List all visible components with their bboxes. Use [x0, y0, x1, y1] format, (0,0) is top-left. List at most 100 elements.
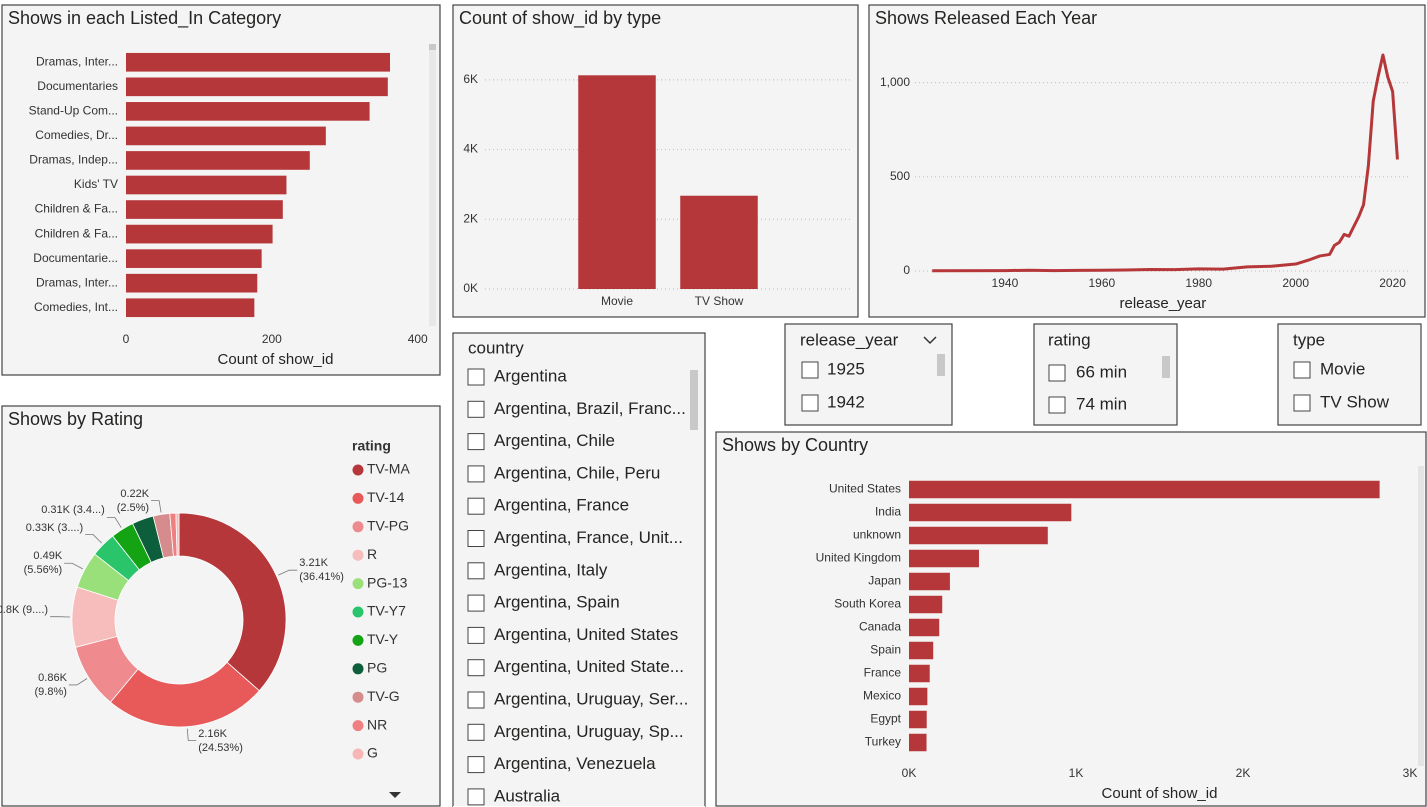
x-axis-title: Count of show_id — [218, 351, 334, 368]
checkbox[interactable] — [467, 400, 485, 418]
checkbox[interactable] — [801, 394, 819, 412]
checkbox[interactable] — [467, 756, 485, 774]
legend-label: R — [367, 546, 377, 562]
data-label: 0.31K (3.4...) — [41, 504, 105, 517]
bar — [126, 102, 370, 121]
slicer-item[interactable]: TV Show — [1320, 392, 1390, 411]
checkbox[interactable] — [801, 361, 819, 379]
scrollbar-thumb — [937, 354, 945, 376]
bar — [126, 151, 310, 170]
checkbox[interactable] — [467, 626, 485, 644]
y-tick-label: 2K — [463, 211, 478, 225]
legend-label: TV-14 — [367, 489, 405, 505]
bar — [909, 595, 943, 614]
category-label: Turkey — [865, 735, 901, 749]
bar — [909, 503, 1072, 522]
category-label: Comedies, Int... — [34, 300, 118, 314]
slicer-item[interactable]: Argentina, Italy — [494, 560, 608, 579]
slicer-item[interactable]: 66 min — [1076, 362, 1127, 381]
bar — [126, 224, 273, 244]
slicer-item[interactable]: Argentina, France — [494, 496, 629, 515]
legend-swatch — [352, 691, 364, 703]
checkbox[interactable] — [1293, 394, 1311, 412]
slicer-item[interactable]: Movie — [1320, 359, 1365, 378]
checkbox[interactable] — [467, 368, 485, 386]
y-tick-label: 4K — [463, 142, 478, 156]
slicer-item[interactable]: Argentina, Chile, Peru — [494, 463, 660, 482]
bar — [126, 200, 283, 219]
slicer-item[interactable]: Argentina, Brazil, Franc... — [494, 399, 686, 418]
slicer-item[interactable]: Argentina — [494, 366, 567, 385]
slicer-item[interactable]: Argentina, Venezuela — [494, 754, 656, 773]
y-tick-label: 1,000 — [880, 75, 910, 89]
checkbox[interactable] — [1048, 364, 1066, 382]
slicer-item[interactable]: Argentina, Chile — [494, 431, 615, 450]
category-label: Kids' TV — [74, 177, 118, 191]
legend-swatch — [352, 606, 364, 618]
panel — [868, 4, 1426, 318]
legend-swatch — [352, 492, 364, 504]
checkbox[interactable] — [467, 562, 485, 580]
category-label: Dramas, Inter... — [36, 54, 118, 68]
checkbox[interactable] — [1293, 361, 1311, 379]
slicer-item[interactable]: 1942 — [827, 392, 865, 411]
slicer-title: release_year — [800, 330, 899, 349]
legend-label: G — [367, 745, 378, 761]
legend-swatch — [352, 634, 364, 646]
checkbox[interactable] — [467, 465, 485, 483]
scrollbar-thumb — [1162, 356, 1170, 378]
category-label: United States — [829, 482, 901, 496]
slicer-item[interactable]: Argentina, Uruguay, Sp... — [494, 722, 684, 741]
slicer-item[interactable]: Australia — [494, 786, 561, 805]
chart-title: Shows in each Listed_In Category — [8, 8, 281, 29]
data-label: 0.8K (9....) — [0, 603, 49, 616]
dropdown-chevron[interactable] — [923, 336, 937, 345]
checkbox[interactable] — [467, 530, 485, 547]
chart-title: Shows by Country — [722, 435, 868, 455]
checkbox[interactable] — [467, 497, 485, 515]
category-label: South Korea — [834, 597, 901, 611]
slicer-item[interactable]: 1925 — [827, 359, 865, 378]
leader-line — [186, 728, 197, 742]
bar — [126, 52, 390, 72]
slicer-item[interactable]: Argentina, Uruguay, Ser... — [494, 689, 688, 708]
x-tick-label: 1940 — [992, 276, 1019, 290]
chart-title: Shows by Rating — [8, 409, 143, 429]
bar — [126, 175, 287, 195]
x-tick-label: 3K — [1403, 766, 1418, 780]
legend-label: PG-13 — [367, 574, 408, 590]
checkbox[interactable] — [467, 433, 485, 451]
scrollbar-thumb — [429, 44, 436, 50]
checkbox[interactable] — [1048, 396, 1066, 414]
leader-line — [85, 534, 103, 544]
data-label: 0.33K (3....) — [25, 521, 84, 534]
checkbox[interactable] — [467, 659, 485, 677]
bar — [909, 618, 940, 637]
slice — [109, 661, 260, 728]
x-tick-label: Movie — [601, 294, 633, 308]
x-axis-title: Count of show_id — [1102, 785, 1218, 802]
x-tick-label: 0 — [123, 332, 130, 346]
slicer-item[interactable]: 74 min — [1076, 394, 1127, 413]
slicer-item[interactable]: Argentina, United State... — [494, 657, 684, 676]
y-tick-label: 0 — [903, 263, 910, 277]
checkbox[interactable] — [467, 594, 485, 612]
bar — [909, 687, 928, 706]
legend-title: rating — [352, 438, 391, 454]
bar — [126, 249, 262, 268]
slicer-item[interactable]: Argentina, France, Unit... — [494, 528, 683, 547]
category-label: Mexico — [863, 689, 901, 703]
slicer-title: country — [468, 338, 524, 357]
slicer-item[interactable]: Argentina, Spain — [494, 593, 620, 612]
bar — [909, 641, 934, 660]
bar — [909, 664, 930, 683]
slicer-title: rating — [1048, 330, 1091, 349]
checkbox[interactable] — [467, 723, 485, 741]
slicer-panel — [452, 332, 706, 807]
category-label: Comedies, Dr... — [35, 128, 118, 142]
checkbox[interactable] — [467, 691, 485, 709]
line — [932, 53, 1399, 273]
checkbox[interactable] — [467, 788, 485, 806]
slicer-item[interactable]: Argentina, United States — [494, 625, 678, 644]
bar — [909, 733, 927, 752]
